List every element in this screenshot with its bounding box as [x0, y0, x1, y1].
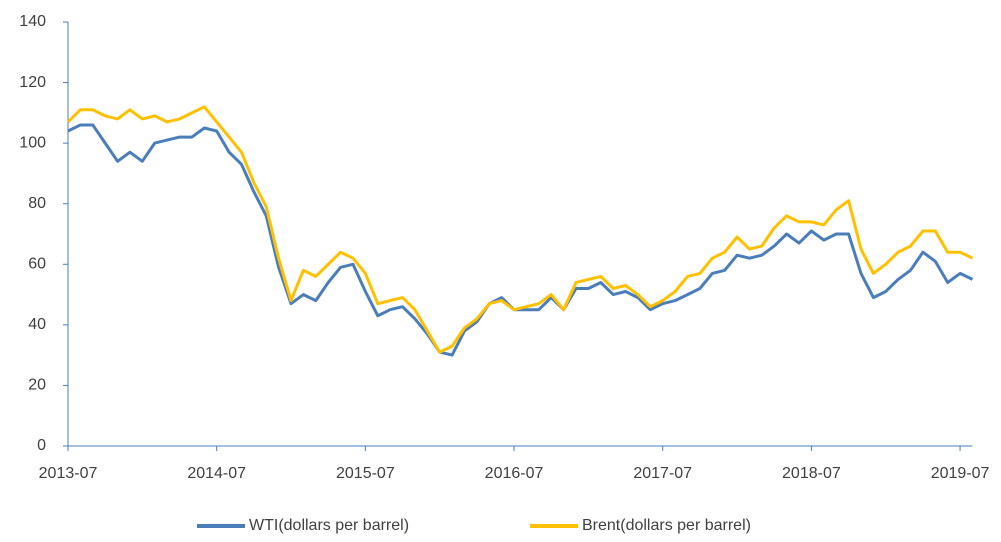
series-line: [67, 123, 974, 357]
y-tick-label: 80: [28, 195, 46, 212]
series-line: [66, 105, 974, 354]
x-tick-label: 2016-07: [485, 465, 544, 482]
y-tick-label: 40: [28, 316, 46, 333]
y-tick-label: 60: [28, 256, 46, 273]
x-tick-label: 2019-07: [931, 465, 990, 482]
y-tick-label: 140: [19, 13, 46, 30]
x-tick-label: 2014-07: [187, 465, 246, 482]
x-tick-label: 2017-07: [633, 465, 692, 482]
y-tick-label: 0: [37, 437, 46, 454]
legend-label: WTI(dollars per barrel): [249, 517, 409, 534]
y-tick-label: 120: [19, 74, 46, 91]
legend-label: Brent(dollars per barrel): [582, 517, 751, 534]
x-tick-label: 2013-07: [39, 465, 98, 482]
y-tick-label: 20: [28, 377, 46, 394]
y-tick-label: 100: [19, 134, 46, 151]
x-tick-label: 2018-07: [782, 465, 841, 482]
x-tick-label: 2015-07: [336, 465, 395, 482]
